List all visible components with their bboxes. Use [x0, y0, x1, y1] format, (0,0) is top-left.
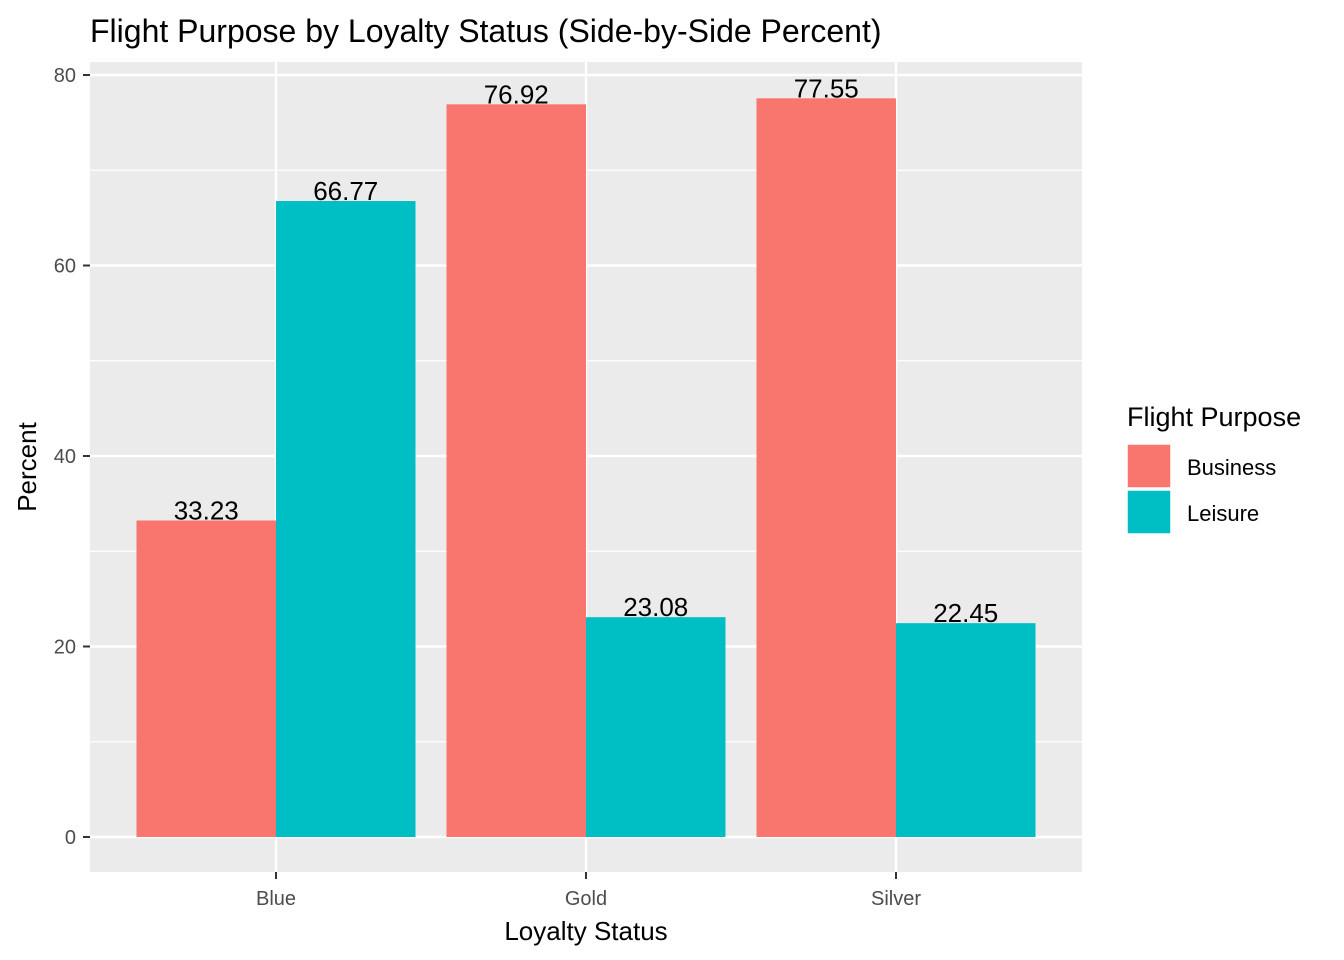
bar-business-gold: [446, 104, 586, 838]
y-tick-label: 20: [54, 637, 76, 659]
x-tick-label: Silver: [871, 888, 921, 910]
legend-label: Business: [1187, 455, 1276, 480]
legend-key-leisure: [1126, 489, 1172, 535]
y-tick-label: 40: [54, 446, 76, 468]
bar-business-blue: [136, 520, 276, 837]
data-label: 22.45: [933, 598, 998, 628]
legend-label: Leisure: [1187, 501, 1259, 526]
y-tick-label: 80: [54, 65, 76, 87]
y-tick-label: 60: [54, 256, 76, 278]
legend-title: Flight Purpose: [1127, 402, 1301, 432]
y-tick-label: 0: [65, 827, 76, 849]
data-label: 23.08: [623, 592, 688, 622]
y-axis-title: Percent: [12, 421, 42, 511]
data-label: 77.55: [794, 73, 859, 103]
x-tick-label: Blue: [256, 888, 296, 910]
data-label: 66.77: [313, 176, 378, 206]
data-label: 76.92: [484, 79, 549, 109]
chart-title: Flight Purpose by Loyalty Status (Side-b…: [90, 13, 881, 49]
legend: Flight Purpose Business Leisure: [1126, 402, 1301, 535]
x-tick-label: Gold: [565, 888, 607, 910]
bar-leisure-blue: [276, 201, 416, 837]
bar-leisure-silver: [896, 623, 1036, 837]
bar-business-silver: [756, 98, 896, 838]
data-label: 33.23: [174, 495, 239, 525]
x-axis-title: Loyalty Status: [504, 916, 667, 946]
bar-leisure-gold: [586, 617, 726, 837]
legend-key-business: [1126, 443, 1172, 489]
